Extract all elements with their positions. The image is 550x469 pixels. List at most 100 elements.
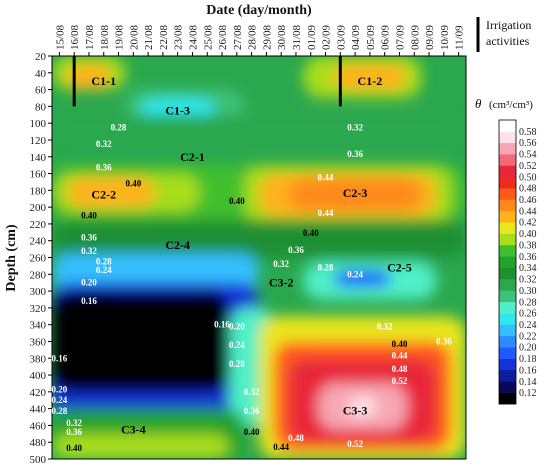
contour-label: 0.28: [111, 122, 127, 132]
colorbar-frame: [498, 119, 517, 405]
colorbar-tick-label: 0.32: [519, 275, 537, 286]
colorbar-tick-label: 0.14: [519, 377, 537, 388]
x-tick-label: 26/08: [217, 24, 229, 50]
y-tick-label: 440: [30, 404, 47, 416]
colorbar-title-symbol: θ: [475, 96, 482, 111]
y-tick-label: 160: [30, 169, 47, 181]
x-tick-label: 31/08: [291, 24, 303, 50]
x-tick-label: 10/09: [439, 24, 451, 50]
contour-labels: 0.280.320.360.400.400.360.320.280.240.20…: [52, 122, 453, 453]
contour-label: 0.36: [96, 163, 112, 173]
region-label: C2-5: [387, 261, 412, 275]
y-tick-label: 100: [30, 118, 47, 130]
colorbar: 0.120.140.160.180.200.220.240.260.280.30…: [498, 119, 537, 405]
colorbar-swatch: [499, 324, 516, 337]
x-tick-label: 25/08: [202, 24, 214, 50]
colorbar-tick-label: 0.18: [519, 354, 537, 365]
colorbar-tick-label: 0.52: [519, 161, 537, 172]
colorbar-tick-label: 0.42: [519, 218, 537, 229]
contour-label: 0.20: [229, 321, 245, 331]
colorbar-swatch: [499, 381, 516, 393]
contour-label: 0.44: [318, 173, 334, 183]
colorbar-tick-label: 0.44: [519, 206, 537, 217]
region-label: C2-3: [343, 186, 368, 200]
colorbar-tick-label: 0.48: [519, 184, 537, 195]
y-tick-label: 180: [30, 185, 47, 197]
contour-label: 0.32: [244, 387, 260, 397]
contour-label: 0.36: [244, 406, 260, 416]
colorbar-swatch: [499, 279, 516, 291]
colorbar-swatch: [499, 154, 516, 166]
region-label: C1-1: [91, 74, 116, 88]
x-tick-label: 28/08: [247, 24, 259, 50]
contour-label: 0.20: [52, 384, 68, 394]
moisture-field: [52, 56, 466, 459]
contour-label: 0.36: [66, 427, 82, 437]
colorbar-swatch: [499, 142, 516, 155]
colorbar-swatch: [499, 176, 516, 189]
y-tick-label: 340: [30, 320, 47, 332]
colorbar-swatch: [499, 165, 516, 178]
contour-label: 0.24: [96, 265, 112, 275]
x-tick-label: 05/09: [365, 24, 377, 50]
colorbar-tick-label: 0.40: [519, 229, 537, 240]
x-tick-label: 09/09: [424, 24, 436, 50]
colorbar-swatch: [499, 222, 516, 234]
colorbar-swatch: [499, 392, 516, 405]
contour-label: 0.40: [303, 228, 319, 238]
y-tick-label: 500: [30, 454, 47, 466]
contour-label: 0.40: [229, 196, 245, 206]
y-tick-label: 80: [35, 101, 47, 113]
y-tick-label: 120: [30, 135, 47, 147]
x-tick-label: 11/09: [454, 25, 466, 50]
irrigation-legend-label-1: Irrigation: [486, 18, 531, 32]
x-tick-label: 18/08: [99, 24, 111, 50]
contour-label: 0.52: [392, 376, 408, 386]
colorbar-swatch: [499, 347, 516, 359]
x-tick-label: 21/08: [143, 24, 155, 50]
contour-label: 0.44: [392, 351, 408, 361]
irrigation-markers: [72, 56, 342, 107]
moisture-patch: [332, 64, 407, 90]
contour-label: 0.44: [318, 208, 334, 218]
x-axis-ticks: 15/08 16/08 17/08 18/08 19/08 20/08 21/08 22/08…: [54, 24, 466, 56]
colorbar-tick-label: 0.12: [519, 388, 537, 399]
colorbar-swatch: [499, 210, 516, 223]
region-labels: C1-1 C1-2 C1-3 C2-1 C2-2 C2-3 C2-4 C2-5 C3-2 C3-1…: [91, 74, 411, 436]
colorbar-tick-label: 0.24: [519, 320, 537, 331]
colorbar-tick-label: 0.22: [519, 331, 537, 342]
colorbar-swatch: [499, 313, 516, 325]
region-label: C3-2: [269, 276, 294, 290]
x-tick-label: 01/09: [306, 24, 318, 50]
colorbar-tick-label: 0.56: [519, 138, 537, 149]
colorbar-swatch: [499, 244, 516, 257]
contour-label: 0.32: [377, 321, 393, 331]
y-tick-label: 380: [30, 353, 47, 365]
contour-label: 0.32: [96, 139, 112, 149]
region-label: C3-4: [121, 423, 146, 437]
contour-label: 0.40: [244, 427, 260, 437]
contour-label: 0.32: [81, 246, 97, 256]
colorbar-tick-label: 0.16: [519, 365, 537, 376]
x-tick-label: 19/08: [114, 24, 126, 50]
contour-label: 0.40: [392, 339, 408, 349]
colorbar-tick-label: 0.36: [519, 252, 537, 263]
contour-label: 0.28: [318, 263, 334, 273]
region-label: C1-3: [165, 104, 190, 118]
y-axis-title: Depth (cm): [4, 224, 19, 292]
colorbar-tick-label: 0.34: [519, 263, 537, 274]
colorbar-swatch: [499, 290, 516, 303]
y-tick-label: 40: [35, 68, 47, 80]
contour-label: 0.36: [288, 245, 304, 255]
contour-label: 0.36: [436, 336, 452, 346]
x-axis-title: Date (day/month): [206, 3, 312, 18]
contour-label: 0.48: [392, 364, 408, 374]
contour-label: 0.32: [66, 418, 82, 428]
contour-label: 0.40: [81, 211, 97, 221]
colorbar-tick-label: 0.46: [519, 195, 537, 206]
colorbar-swatch: [499, 267, 516, 280]
colorbar-swatch: [499, 369, 516, 382]
colorbar-title-unit: (cm³/cm³): [489, 99, 533, 111]
contour-label: 0.28: [52, 406, 68, 416]
